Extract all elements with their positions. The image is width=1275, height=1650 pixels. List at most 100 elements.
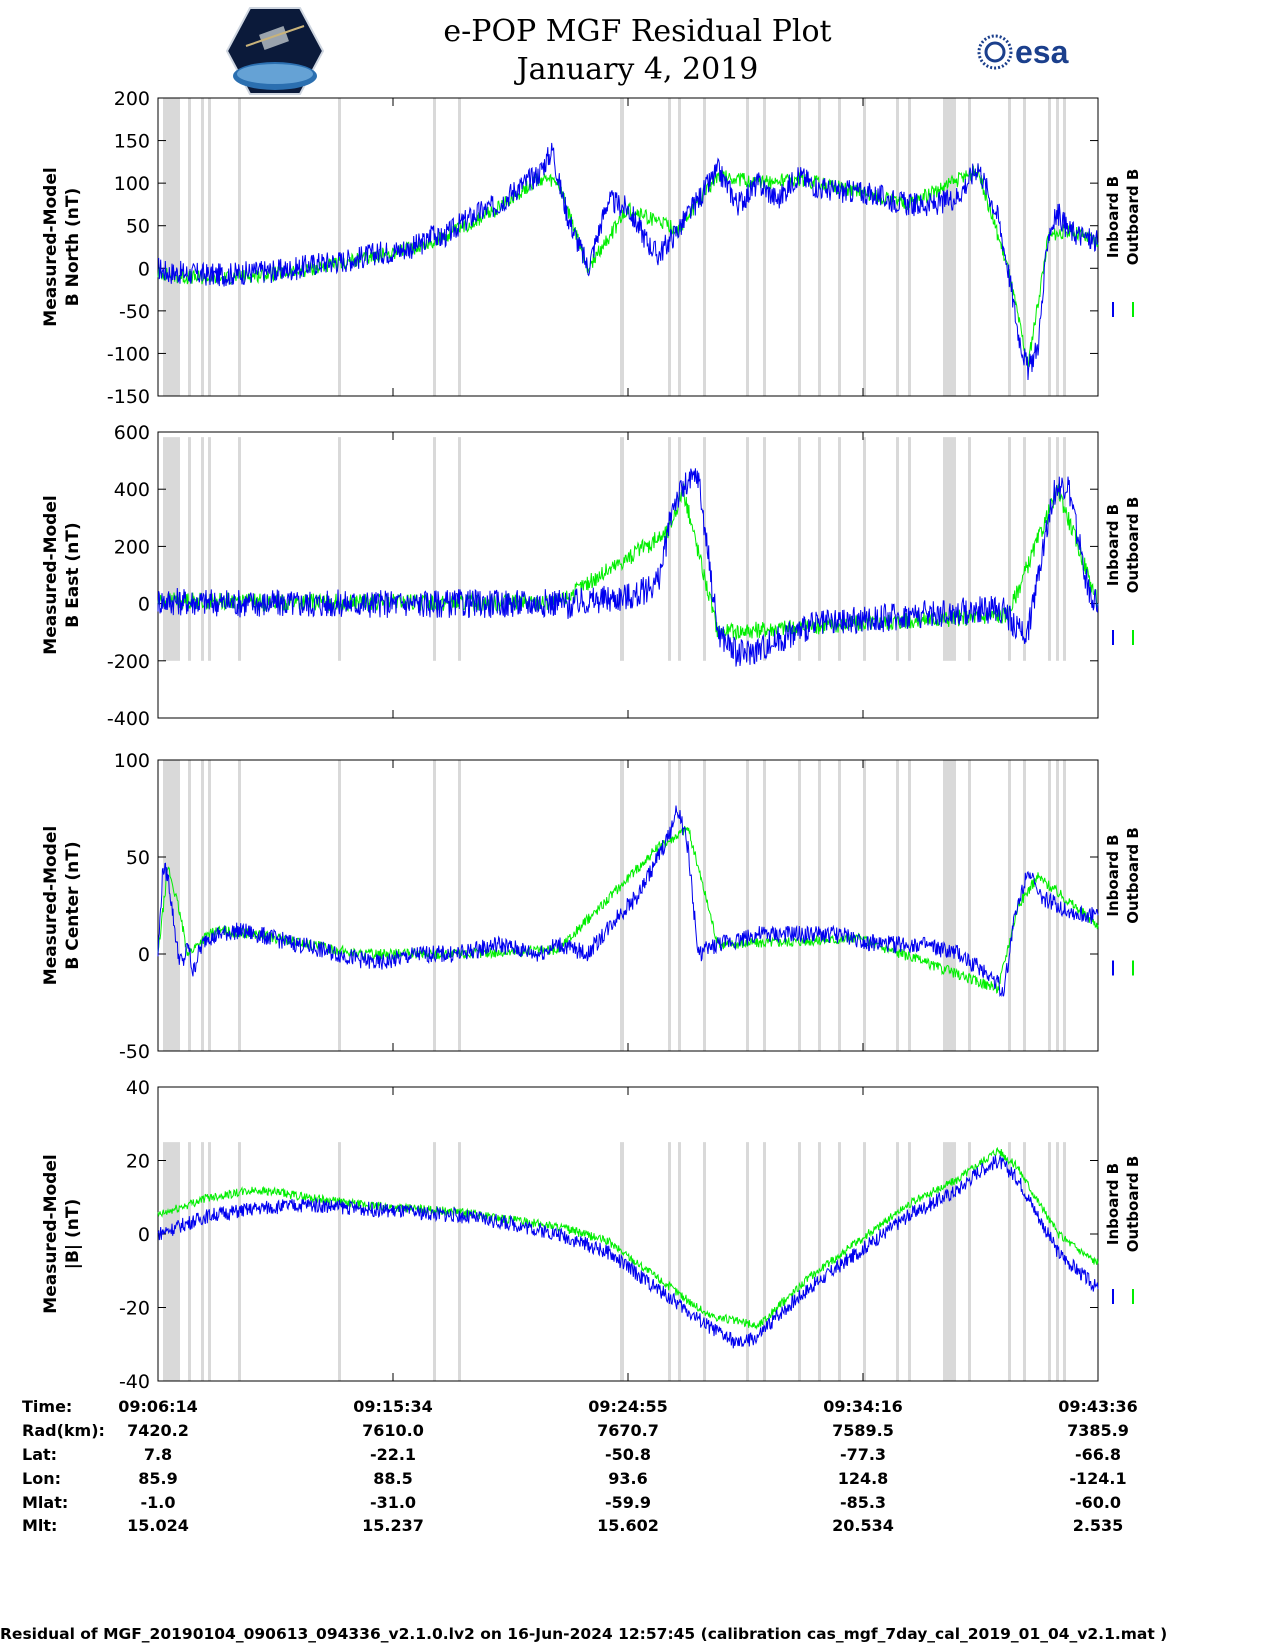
data-gap-shading	[1023, 98, 1026, 396]
data-gap-shading	[943, 1142, 956, 1381]
data-gap-shading	[201, 760, 204, 1051]
data-gap-shading	[433, 98, 436, 396]
ephemeris-value: 09:24:55	[588, 1397, 668, 1416]
data-gap-shading	[238, 437, 241, 661]
y-axis-label: B North (nT)	[63, 188, 83, 307]
ephemeris-value: 124.8	[837, 1469, 889, 1488]
ephemeris-value: -85.3	[839, 1493, 887, 1512]
data-gap-shading	[908, 760, 911, 1051]
data-gap-shading	[188, 98, 191, 396]
y-tick-label: 50	[126, 847, 150, 869]
series-outboard-b	[157, 163, 1099, 368]
data-gap-shading	[1008, 1142, 1011, 1381]
data-gap-shading	[1023, 1142, 1026, 1381]
y-tick-label: -50	[119, 301, 150, 323]
data-gap-shading	[433, 1142, 436, 1381]
data-gap-shading	[968, 98, 971, 396]
data-gap-shading	[678, 1142, 681, 1381]
y-tick-label: 150	[114, 131, 150, 153]
y-tick-label: 40	[126, 1077, 150, 1099]
data-gap-shading	[188, 1142, 191, 1381]
data-gap-shading	[798, 760, 801, 1051]
data-gap-shading	[746, 98, 749, 396]
data-gap-shading	[458, 760, 461, 1051]
data-gap-shading	[208, 1142, 211, 1381]
data-gap-shading	[943, 760, 956, 1051]
y-axis-label: Measured-Model	[41, 167, 61, 326]
data-gap-shading	[678, 437, 681, 661]
data-gap-shading	[1056, 98, 1059, 396]
y-tick-label: 400	[114, 479, 150, 501]
series-inboard-b	[157, 805, 1099, 998]
ephemeris-value: -60.0	[1074, 1493, 1122, 1512]
legend-label: Outboard B	[1124, 169, 1142, 266]
data-gap-shading	[620, 98, 624, 396]
data-gap-shading	[163, 437, 180, 661]
panel-2: 600 400 200 0 -200 -400 Measured-Model B East (…	[41, 422, 1142, 730]
data-gap-shading	[433, 437, 436, 661]
data-gap-shading	[1063, 437, 1066, 661]
ephemeris-value: 09:34:16	[823, 1397, 903, 1416]
y-tick-label: 0	[138, 1224, 150, 1246]
ephemeris-row-label: Lon:	[22, 1469, 61, 1488]
data-gap-shading	[238, 760, 241, 1051]
data-gap-shading	[338, 760, 341, 1051]
data-gap-shading	[208, 98, 211, 396]
y-tick-label: 50	[126, 216, 150, 238]
series-inboard-b	[157, 142, 1099, 381]
data-gap-shading	[703, 1142, 706, 1381]
data-gap-shading	[818, 760, 821, 1051]
y-tick-label: 100	[114, 750, 150, 772]
data-gap-shading	[338, 437, 341, 661]
data-gap-shading	[1008, 760, 1011, 1051]
axes-box	[157, 431, 1099, 719]
series-outboard-b	[157, 825, 1099, 994]
ephemeris-value: 15.237	[362, 1516, 424, 1535]
data-gap-shading	[943, 98, 956, 396]
cassiope-mission-logo	[226, 7, 324, 95]
data-gap-shading	[1023, 437, 1026, 661]
data-gap-shading	[863, 760, 866, 1051]
data-gap-shading	[896, 760, 899, 1051]
data-gap-shading	[908, 437, 911, 661]
data-gap-shading	[746, 760, 749, 1051]
ephemeris-value: 7385.9	[1067, 1421, 1129, 1440]
data-gap-shading	[678, 98, 681, 396]
data-gap-shading	[1056, 1142, 1059, 1381]
ephemeris-value: -1.0	[140, 1493, 176, 1512]
y-tick-label: -150	[107, 386, 150, 408]
series-inboard-b	[157, 468, 1099, 667]
ephemeris-row-label: Mlt:	[22, 1516, 58, 1535]
data-gap-shading	[1008, 98, 1011, 396]
footer-caption: Residual of MGF_20190104_090613_094336_v…	[0, 1625, 1168, 1643]
data-gap-shading	[838, 98, 841, 396]
y-tick-label: 0	[138, 258, 150, 280]
data-gap-shading	[746, 437, 749, 661]
data-gap-shading	[968, 437, 971, 661]
data-gap-shading	[208, 437, 211, 661]
ephemeris-value: 88.5	[373, 1469, 413, 1488]
data-gap-shading	[433, 760, 436, 1051]
data-gap-shading	[238, 98, 241, 396]
data-gap-shading	[896, 1142, 899, 1381]
ephemeris-value: 7420.2	[127, 1421, 189, 1440]
data-gap-shading	[620, 1142, 624, 1381]
ephemeris-value: 93.6	[608, 1469, 648, 1488]
ephemeris-row-label: Mlat:	[22, 1493, 69, 1512]
ephemeris-value: 7.8	[143, 1445, 173, 1464]
data-gap-shading	[1056, 437, 1059, 661]
ephemeris-row-label: Rad(km):	[22, 1421, 105, 1440]
series-outboard-b	[157, 1146, 1099, 1330]
esa-logo-text: esa	[1015, 34, 1069, 70]
data-gap-shading	[1008, 437, 1011, 661]
ephemeris-value: -50.8	[604, 1445, 652, 1464]
y-tick-label: 200	[114, 536, 150, 558]
data-gap-shading	[746, 1142, 749, 1381]
y-tick-label: 0	[138, 944, 150, 966]
ephemeris-value: 85.9	[138, 1469, 178, 1488]
panel-3: 100 50 0 -50 Measured-Model B Center (nT) Inbo…	[41, 750, 1142, 1063]
y-tick-label: 600	[114, 422, 150, 444]
data-gap-shading	[458, 437, 461, 661]
y-axis-label: B East (nT)	[63, 522, 83, 627]
